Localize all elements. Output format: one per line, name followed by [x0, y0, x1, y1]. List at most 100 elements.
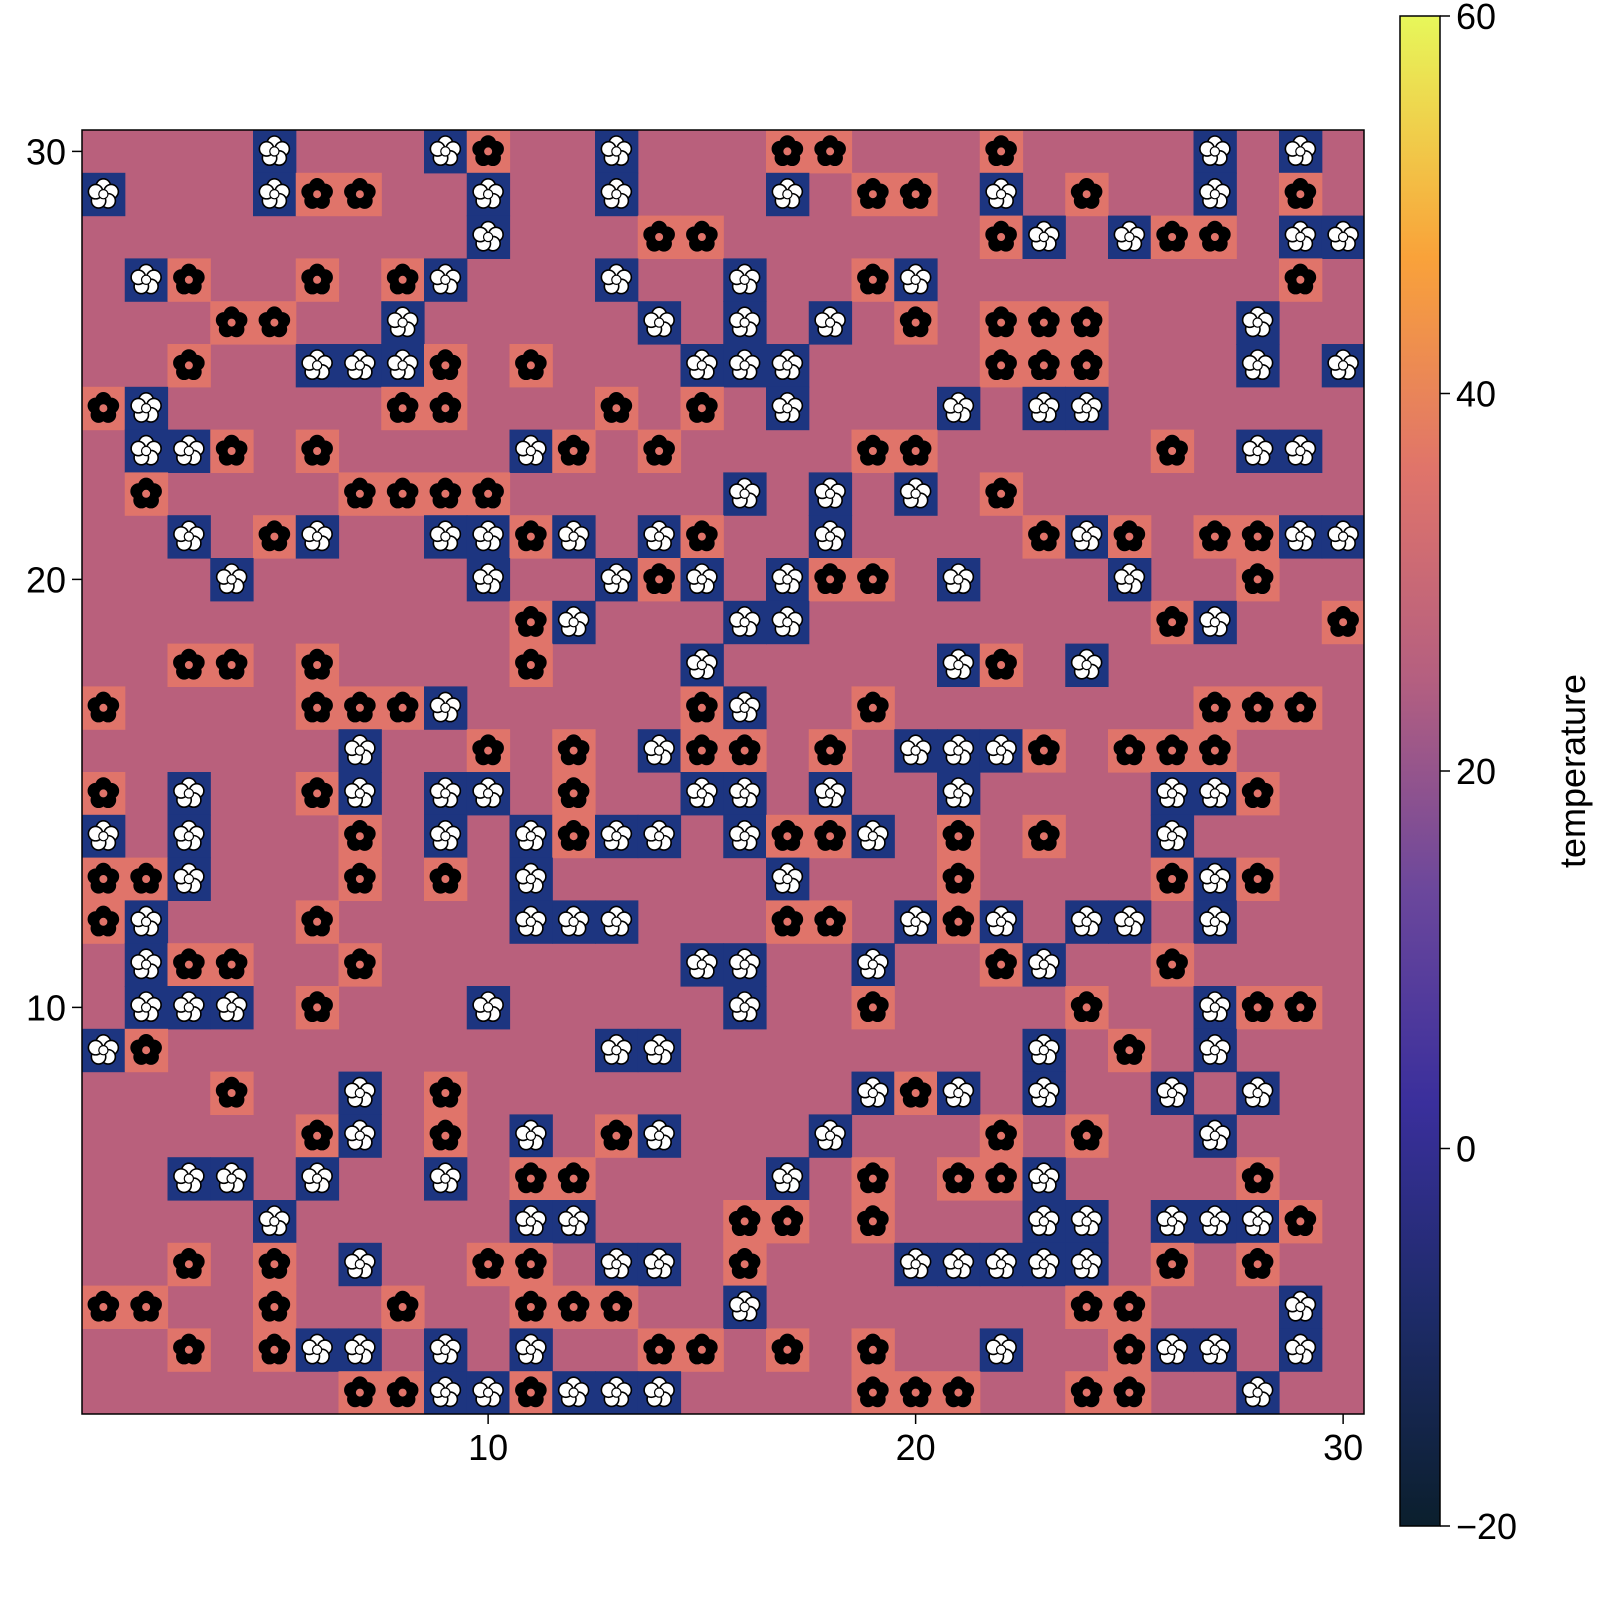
y-tick-label: 30 — [26, 131, 66, 172]
cold-cell — [595, 1028, 639, 1073]
black-flower-icon — [1156, 734, 1188, 766]
warm-cell — [637, 558, 682, 602]
cold-cell — [1022, 1242, 1066, 1287]
cold-cell — [766, 172, 810, 217]
black-flower-icon — [1113, 1290, 1146, 1322]
black-flower-icon — [301, 777, 333, 809]
black-flower-icon — [557, 1162, 590, 1194]
white-flower-icon — [258, 1205, 291, 1237]
warm-cell — [82, 900, 126, 944]
white-flower-icon — [1371, 949, 1401, 978]
black-flower-icon — [173, 349, 205, 381]
white-flower-icon — [1327, 220, 1359, 252]
white-flower-icon — [557, 905, 590, 937]
cold-cell — [723, 814, 767, 859]
black-flower-icon — [515, 648, 547, 680]
black-flower-icon — [1371, 478, 1401, 507]
x-tick-label: 10 — [468, 1427, 508, 1468]
warm-cell — [424, 1114, 468, 1158]
white-flower-icon — [429, 1376, 462, 1408]
cold-cell — [595, 1242, 639, 1287]
black-flower-icon — [173, 1333, 205, 1365]
warm-cell — [979, 943, 1024, 987]
black-flower-icon — [857, 263, 889, 295]
white-flower-icon — [1113, 220, 1146, 252]
white-flower-icon — [1284, 220, 1317, 252]
warm-cell — [851, 429, 895, 473]
white-flower-icon — [1070, 520, 1103, 552]
white-flower-icon — [814, 520, 846, 552]
white-flower-icon — [1028, 220, 1060, 252]
warm-cell — [1022, 301, 1066, 345]
black-flower-icon — [1028, 734, 1060, 766]
black-flower-icon — [771, 1205, 804, 1237]
black-flower-icon — [1156, 948, 1188, 980]
cold-cell — [1193, 172, 1237, 217]
black-flower-icon — [1028, 306, 1060, 338]
cold-cell — [851, 814, 895, 859]
colorbar-tick-label: 60 — [1456, 0, 1496, 37]
colorbar-label: temperature — [1552, 674, 1593, 868]
warm-cell — [1065, 1371, 1109, 1414]
cold-cell — [509, 1114, 553, 1158]
black-flower-icon — [942, 905, 975, 937]
white-flower-icon — [515, 1333, 547, 1365]
black-flower-icon — [87, 691, 120, 723]
warm-cell — [680, 729, 724, 773]
white-flower-icon — [600, 1248, 633, 1279]
white-flower-icon — [1113, 563, 1146, 595]
white-flower-icon — [429, 263, 462, 295]
warm-cell — [1108, 1328, 1152, 1372]
warm-cell — [851, 1157, 895, 1201]
black-flower-icon — [814, 563, 846, 595]
warm-cell — [894, 429, 938, 473]
cold-cell — [808, 772, 853, 816]
cold-cell — [1022, 1157, 1066, 1201]
white-flower-icon — [1371, 650, 1401, 679]
white-flower-icon — [472, 220, 504, 252]
white-flower-icon — [814, 777, 846, 809]
cold-cell — [595, 172, 639, 217]
colorbar-ticks: −20 0 20 40 60 — [1440, 0, 1517, 1547]
white-flower-icon — [686, 648, 718, 680]
black-flower-icon — [1199, 220, 1231, 252]
cold-cell — [124, 386, 169, 431]
cold-cell — [424, 1328, 468, 1372]
warm-cell — [1108, 1028, 1152, 1073]
white-flower-icon — [173, 862, 205, 894]
cold-cell — [1236, 1371, 1280, 1414]
warm-cell — [937, 900, 981, 944]
black-flower-icon — [1199, 520, 1231, 552]
white-flower-icon — [600, 178, 633, 209]
warm-cell — [466, 729, 511, 773]
black-flower-icon — [130, 1034, 162, 1065]
black-flower-icon — [1371, 350, 1401, 379]
cold-cell — [466, 772, 511, 816]
cold-cell — [1321, 515, 1364, 559]
black-flower-icon — [1371, 1035, 1401, 1064]
black-flower-icon — [557, 1290, 590, 1322]
warm-cell — [338, 172, 382, 217]
warm-cell — [851, 986, 895, 1030]
black-flower-icon — [515, 1290, 547, 1322]
black-flower-icon — [857, 434, 889, 466]
black-flower-icon — [557, 819, 590, 851]
white-flower-icon — [557, 1376, 590, 1408]
black-flower-icon — [686, 520, 718, 552]
black-flower-icon — [686, 734, 718, 766]
y-tick-label: 10 — [26, 987, 66, 1028]
black-flower-icon — [215, 434, 248, 466]
warm-cell — [680, 386, 724, 431]
cold-cell — [552, 1200, 596, 1244]
black-flower-icon — [87, 777, 120, 809]
white-flower-icon — [1199, 1119, 1231, 1151]
cold-cell — [766, 344, 810, 388]
white-flower-icon — [301, 520, 333, 552]
warm-cell — [1065, 301, 1109, 345]
white-flower-icon — [1028, 1248, 1060, 1279]
warm-cell — [851, 172, 895, 217]
black-flower-icon — [173, 948, 205, 980]
black-flower-icon — [728, 1248, 761, 1279]
cold-cell — [723, 986, 767, 1030]
black-flower-icon — [301, 178, 333, 209]
